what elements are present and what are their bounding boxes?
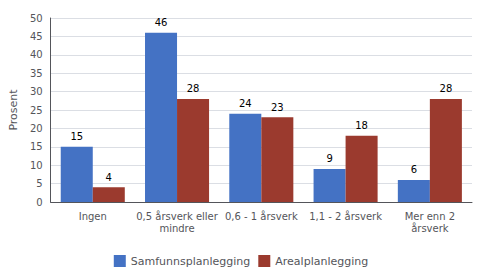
- svg-text:35: 35: [30, 68, 43, 79]
- svg-text:15: 15: [30, 141, 43, 152]
- svg-text:0: 0: [36, 197, 42, 208]
- svg-text:50: 50: [30, 13, 43, 24]
- svg-text:45: 45: [30, 31, 43, 42]
- svg-text:46: 46: [155, 17, 168, 28]
- svg-text:20: 20: [30, 123, 43, 134]
- svg-text:mindre: mindre: [159, 223, 194, 234]
- svg-text:5: 5: [36, 178, 42, 189]
- svg-text:0,6 - 1 årsverk: 0,6 - 1 årsverk: [225, 210, 298, 222]
- svg-text:Arealplanlegging: Arealplanlegging: [275, 255, 368, 268]
- svg-text:15: 15: [70, 131, 83, 142]
- svg-text:0,5 årsverk eller: 0,5 årsverk eller: [136, 210, 219, 222]
- svg-text:Prosent: Prosent: [7, 89, 20, 131]
- svg-text:25: 25: [30, 105, 43, 116]
- svg-text:årsverk: årsverk: [411, 222, 449, 234]
- svg-text:4: 4: [106, 172, 112, 183]
- svg-text:23: 23: [271, 102, 284, 113]
- svg-text:Samfunnsplanlegging: Samfunnsplanlegging: [131, 255, 251, 268]
- svg-text:10: 10: [30, 160, 43, 171]
- svg-text:18: 18: [355, 120, 368, 131]
- svg-text:Ingen: Ingen: [79, 211, 107, 222]
- svg-text:30: 30: [30, 86, 43, 97]
- svg-text:28: 28: [187, 83, 200, 94]
- svg-text:Mer enn 2: Mer enn 2: [405, 211, 455, 222]
- svg-text:9: 9: [326, 153, 332, 164]
- svg-text:40: 40: [30, 49, 43, 60]
- svg-text:28: 28: [440, 83, 453, 94]
- svg-text:1,1 - 2 årsverk: 1,1 - 2 årsverk: [309, 210, 382, 222]
- svg-text:24: 24: [239, 98, 252, 109]
- svg-text:6: 6: [411, 164, 417, 175]
